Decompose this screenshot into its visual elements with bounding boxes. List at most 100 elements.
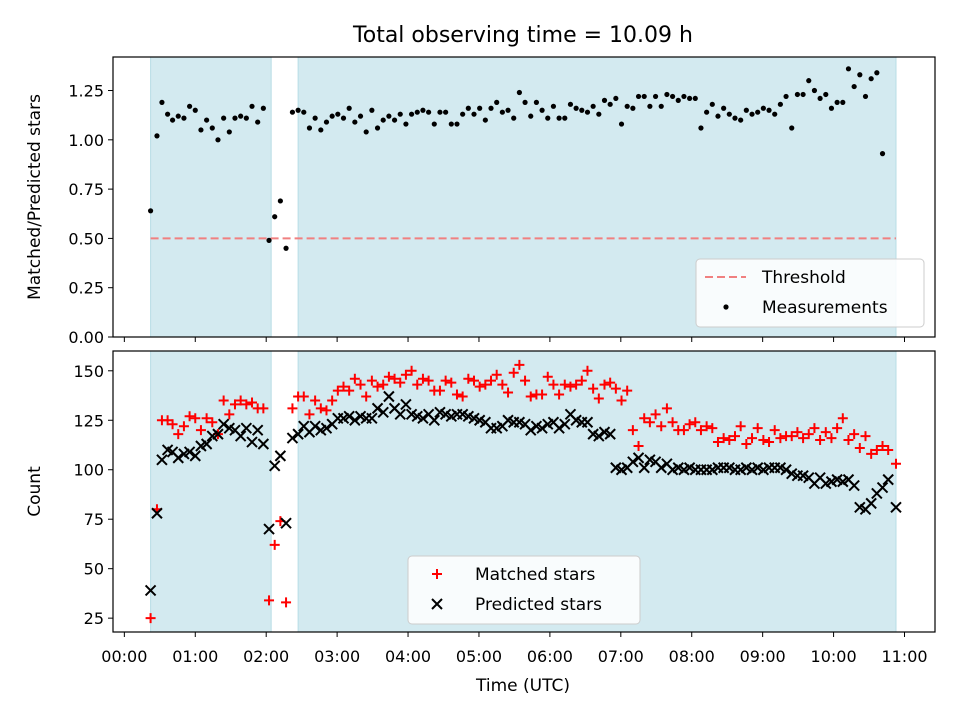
matched-star-point xyxy=(837,413,848,424)
matched-star-point xyxy=(712,437,723,448)
measurement-point xyxy=(681,93,687,100)
measurement-point xyxy=(460,111,466,117)
measurement-point xyxy=(471,111,477,117)
x-tick-label: 03:00 xyxy=(314,647,360,666)
matched-star-point xyxy=(269,539,280,550)
matched-star-point xyxy=(338,381,349,392)
matched-star-point xyxy=(406,365,417,376)
measurement-point xyxy=(169,117,176,123)
predicted-star-point xyxy=(251,424,264,436)
predicted-star-point xyxy=(394,408,406,421)
matched-star-point xyxy=(764,437,775,448)
matched-star-point xyxy=(327,395,338,406)
matched-star-point xyxy=(542,371,553,382)
measurement-point xyxy=(465,105,471,111)
x-tick-label: 04:00 xyxy=(385,647,431,666)
matched-star-point xyxy=(644,417,655,428)
predicted-star-point xyxy=(525,424,537,436)
measurement-point xyxy=(243,115,249,121)
measurement-point xyxy=(352,119,358,125)
matched-star-point xyxy=(497,379,508,390)
matched-star-point xyxy=(378,379,389,390)
matched-star-point xyxy=(463,373,474,384)
x-tick-label: 08:00 xyxy=(669,647,715,666)
predicted-star-point xyxy=(627,456,639,468)
measurement-point xyxy=(380,117,386,123)
measurement-point xyxy=(226,129,232,135)
measurement-point xyxy=(868,76,874,82)
matched-star-point xyxy=(701,421,712,432)
measurement-point xyxy=(232,115,238,121)
matched-star-point xyxy=(890,458,901,469)
measurement-point xyxy=(528,113,534,119)
matched-star-point xyxy=(258,403,269,414)
measurement-point xyxy=(743,107,749,113)
measurement-point xyxy=(556,115,562,121)
matched-star-point xyxy=(321,405,332,416)
matched-star-point xyxy=(786,431,797,442)
measurement-point xyxy=(704,109,710,115)
measurement-point xyxy=(834,99,840,105)
predicted-star-point xyxy=(234,430,247,442)
axes-frame xyxy=(112,350,936,633)
legend-box xyxy=(695,258,925,328)
measurement-point xyxy=(511,115,517,121)
matched-star-point xyxy=(247,397,258,408)
measurement-point xyxy=(783,93,789,100)
matched-star-point xyxy=(520,375,531,386)
predicted-star-point xyxy=(263,523,275,535)
x-tick-label: 07:00 xyxy=(598,647,644,666)
matched-star-point xyxy=(304,409,315,420)
matched-star-point xyxy=(480,379,491,390)
matched-star-point xyxy=(627,425,638,436)
measurement-point xyxy=(845,66,852,72)
measurement-point xyxy=(266,237,272,243)
matched-star-point xyxy=(849,429,860,440)
matched-star-point xyxy=(389,373,400,384)
measurement-point xyxy=(539,107,545,113)
predicted-star-point xyxy=(890,501,902,514)
measurement-point xyxy=(550,103,557,109)
measurement-point xyxy=(454,121,460,127)
measurement-point xyxy=(590,103,596,109)
y-tick-label: 1.25 xyxy=(68,82,104,101)
matched-star-point xyxy=(349,373,360,384)
matched-star-point xyxy=(400,369,411,380)
predicted-star-point xyxy=(144,584,157,597)
matched-star-point xyxy=(610,383,621,394)
matched-star-point xyxy=(525,391,536,402)
measurement-point xyxy=(789,125,795,131)
matched-star-point xyxy=(503,387,514,398)
legend-threshold-label: Threshold xyxy=(761,268,846,288)
measurement-point xyxy=(596,111,602,117)
predicted-star-point xyxy=(417,412,429,424)
matched-star-point xyxy=(656,421,667,432)
measurement-point xyxy=(607,101,613,107)
matched-star-point xyxy=(224,409,235,420)
predicted-star-point xyxy=(246,436,258,448)
predicted-star-point xyxy=(257,438,270,450)
measurement-point xyxy=(857,72,863,78)
matched-star-point xyxy=(241,399,252,410)
matched-star-point xyxy=(372,381,383,392)
predicted-star-point xyxy=(212,428,224,440)
predicted-star-point xyxy=(371,402,384,415)
matched-star-point xyxy=(747,433,758,444)
matched-star-point xyxy=(315,403,326,414)
matched-star-point xyxy=(826,433,837,444)
x-axis-label: Time (UTC) xyxy=(475,676,570,696)
measurement-point xyxy=(800,91,806,98)
matched-star-point xyxy=(576,375,587,386)
measurement-point xyxy=(260,105,266,111)
measurement-point xyxy=(772,111,778,117)
matched-star-point xyxy=(508,367,519,378)
matched-star-point xyxy=(729,431,740,442)
measurement-point xyxy=(766,107,772,113)
ratio-panel: 0.00 0.25 0.50 0.75 1.00 1.25 Matched/Predicte… xyxy=(25,56,936,347)
matched-star-point xyxy=(877,440,888,451)
predicted-star-point xyxy=(274,450,287,462)
y-tick-label: 0.75 xyxy=(68,180,104,199)
measurement-point xyxy=(749,111,755,117)
measurement-point xyxy=(477,105,483,111)
